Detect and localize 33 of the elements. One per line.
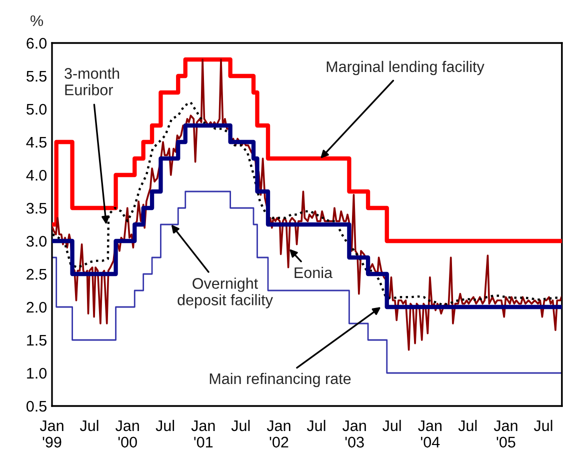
x-tick-label: Jan '04 [418,420,442,448]
x-tick-label: Jan '03 [342,420,366,448]
y-tick-label: 3.0 [26,236,47,247]
x-tick-label: Jul [231,420,250,432]
annotation: Main refinancing rate [210,372,351,388]
x-tick-label: Jan '00 [116,420,139,448]
y-axis-title: % [30,15,44,26]
y-tick-label: 1.5 [27,335,46,346]
x-tick-label: Jan '05 [494,420,518,448]
line-series [52,58,562,351]
annotation: Overnight deposit facility [178,278,273,308]
y-tick-label: 5.0 [26,104,47,115]
annotation: 3-month Euribor [64,68,120,96]
x-tick-label: Jul [458,420,477,432]
y-tick-label: 3.5 [26,202,46,214]
x-tick-label: Jan '02 [266,420,290,448]
x-tick-label: Jan '99 [40,420,64,448]
y-tick-label: 0.5 [26,400,46,412]
x-tick-label: Jan '01 [191,420,215,448]
annotation: Eonia [294,266,333,278]
y-tick-label: 2.0 [26,302,47,313]
x-tick-label: Jul [80,420,98,432]
y-tick-label: 5.5 [26,71,46,82]
x-tick-label: Jul [306,420,326,432]
y-tick-label: 4.0 [26,170,47,181]
y-tick-label: 1.0 [27,368,47,379]
y-tick-label: 2.5 [26,268,46,280]
y-tick-label: 4.5 [26,137,46,148]
x-tick-label: Jul [156,420,174,432]
annotation: Marginal lending facility [326,60,484,76]
x-tick-label: Jul [534,420,552,432]
y-tick-label: 6.0 [26,38,47,49]
x-tick-label: Jul [382,420,401,432]
